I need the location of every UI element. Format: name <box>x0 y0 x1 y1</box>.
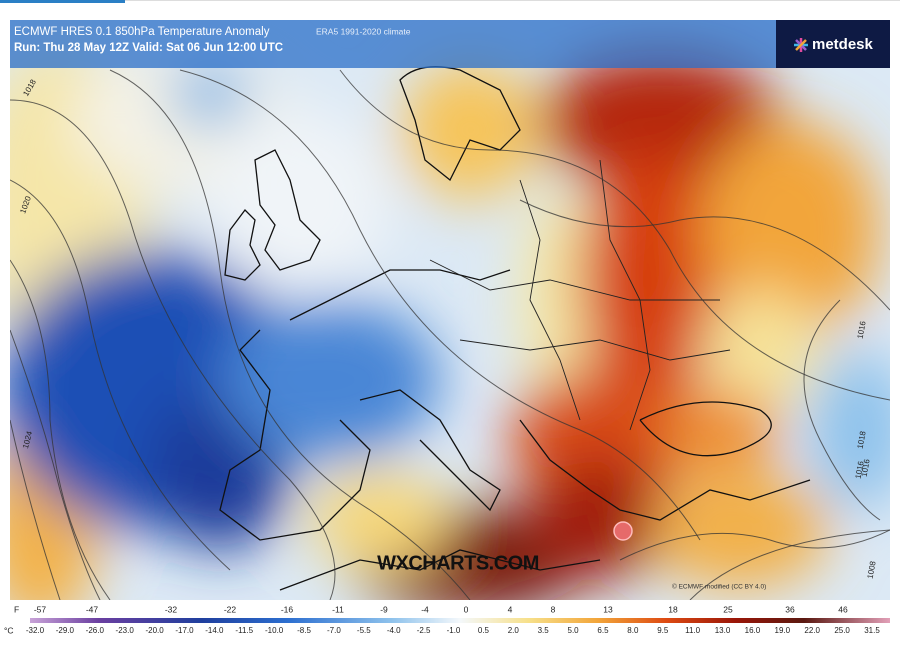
header-run: Run: Thu 28 May 12Z Valid: Sat 06 Jun 12… <box>14 42 283 54</box>
credit: © ECMWF modified (CC BY 4.0) <box>672 583 766 591</box>
legend-f-label: 8 <box>551 604 556 614</box>
watermark: WXCHARTS.COM <box>377 552 539 574</box>
legend-colorbar <box>30 618 890 623</box>
legend-f-label: 4 <box>508 604 513 614</box>
legend-f-label: -22 <box>224 604 237 614</box>
legend-f-label: 25 <box>723 604 733 614</box>
legend-f-label: -11 <box>332 604 344 614</box>
legend-c-label: -1.0 <box>447 626 461 635</box>
logo-icon <box>794 38 808 52</box>
logo-text: metdesk <box>812 36 874 53</box>
legend-c-label: 3.5 <box>538 626 550 635</box>
legend-c-label: 13.0 <box>715 626 731 635</box>
header-climate: ERA5 1991-2020 climate <box>316 26 411 36</box>
legend-c-label: -32.0 <box>26 626 45 635</box>
legend-c-label: 2.0 <box>508 626 520 635</box>
legend-f-label: -57 <box>34 604 47 614</box>
legend-c-label: 0.5 <box>478 626 490 635</box>
location-marker <box>613 521 633 541</box>
legend-c-label: 11.0 <box>685 626 701 635</box>
isobar-label: 1016 <box>854 460 866 480</box>
legend-c-label: -10.0 <box>265 626 284 635</box>
legend-c-label: -20.0 <box>145 626 164 635</box>
legend-c-label: -29.0 <box>56 626 75 635</box>
borders <box>429 159 731 431</box>
legend-c-label: 6.5 <box>597 626 609 635</box>
legend-f-label: 46 <box>838 604 848 614</box>
legend-c-label: -7.0 <box>327 626 341 635</box>
legend-c-label: -23.0 <box>116 626 135 635</box>
legend-f-label: -32 <box>165 604 178 614</box>
isobar-label: 1018 <box>856 430 868 450</box>
legend-f-label: -4 <box>421 604 429 614</box>
map <box>10 20 890 600</box>
isobar-label: 1016 <box>860 458 872 478</box>
legend-c-label: 25.0 <box>834 626 850 635</box>
legend-f-label: 36 <box>785 604 795 614</box>
header-title: ECMWF HRES 0.1 850hPa Temperature Anomal… <box>14 26 270 38</box>
legend-c-label: 16.0 <box>745 626 761 635</box>
isobars <box>10 69 890 600</box>
legend-f-label: -47 <box>86 604 99 614</box>
legend-c-label: 19.0 <box>775 626 791 635</box>
top-rule <box>125 0 900 1</box>
legend-f-label: -9 <box>380 604 388 614</box>
top-tab <box>0 0 125 3</box>
legend-f-label: -16 <box>281 604 294 614</box>
legend-c-label: 9.5 <box>657 626 669 635</box>
legend-c-label: 5.0 <box>568 626 580 635</box>
legend-f-unit: F <box>14 604 19 614</box>
legend-c-label: -14.0 <box>205 626 224 635</box>
legend-c-label: -11.5 <box>235 626 253 635</box>
legend-c-unit: °C <box>4 625 14 635</box>
legend-f-label: 18 <box>668 604 678 614</box>
header-band <box>10 20 890 68</box>
legend-c-label: -2.5 <box>417 626 431 635</box>
legend-c-label: 22.0 <box>804 626 820 635</box>
isobar-label: 1016 <box>856 320 868 340</box>
isobar-label: 1008 <box>866 560 878 580</box>
anomaly-field <box>10 40 890 600</box>
legend-c-label: -8.5 <box>297 626 311 635</box>
legend-c-label: -17.0 <box>175 626 194 635</box>
legend-background <box>10 600 890 630</box>
legend-c-label: 31.5 <box>864 626 880 635</box>
coastlines <box>219 66 811 591</box>
legend-f-label: 13 <box>603 604 613 614</box>
legend-c-label: -26.0 <box>86 626 105 635</box>
legend-c-label: -5.5 <box>357 626 371 635</box>
legend-c-label: -4.0 <box>387 626 401 635</box>
legend-c-label: 8.0 <box>627 626 639 635</box>
legend-f-label: 0 <box>464 604 469 614</box>
